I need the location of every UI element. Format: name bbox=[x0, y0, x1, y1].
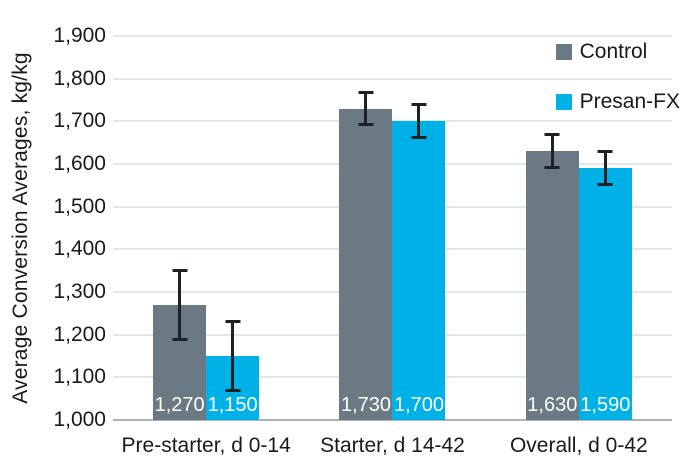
y-tick-label: 1,200 bbox=[53, 322, 106, 346]
bar-presan-fx-starter-d-14-42 bbox=[392, 121, 446, 420]
y-tick-label: 1,000 bbox=[53, 408, 106, 431]
error-bar-line bbox=[231, 319, 235, 393]
bar-group-pre-starter-d-0-14: 1,270 1,150 bbox=[113, 36, 299, 420]
gridline bbox=[113, 35, 672, 37]
y-tick-label: 1,500 bbox=[53, 194, 106, 218]
bar-value-label: 1,590 bbox=[580, 394, 631, 416]
legend-label: Presan-FX bbox=[579, 90, 680, 113]
bar-slot-presan-fx: 1,700 bbox=[392, 36, 446, 420]
bar-value-label: 1,270 bbox=[154, 394, 205, 416]
error-bar bbox=[411, 103, 427, 140]
y-tick-label: 1,100 bbox=[53, 365, 106, 389]
bar-slot-control: 1,630 bbox=[525, 36, 579, 420]
error-bar bbox=[172, 268, 188, 342]
y-axis-tick-labels: 1,000 1,100 1,200 1,300 1,400 1,500 1,600 1,700… bbox=[0, 24, 106, 431]
bar-slot-control: 1,730 bbox=[339, 36, 393, 420]
bar-presan-fx-overall-d-0-42 bbox=[578, 168, 632, 420]
plot-area: 1,270 1,150 1,730 1,700 1,630 1,590 bbox=[113, 35, 672, 421]
x-axis-category-label: Pre-starter, d 0-14 bbox=[121, 434, 291, 457]
bar-group-overall-d-0-42: 1,630 1,590 bbox=[486, 36, 672, 420]
bar-slot-presan-fx: 1,150 bbox=[206, 36, 260, 420]
x-axis-line bbox=[113, 419, 672, 421]
error-bar bbox=[358, 90, 374, 127]
y-tick-label: 1,300 bbox=[53, 280, 106, 303]
bar-value-label: 1,700 bbox=[393, 394, 445, 416]
y-tick-label: 1,400 bbox=[53, 237, 106, 261]
x-axis-category-label: Overall, d 0-42 bbox=[509, 434, 648, 457]
gridline bbox=[113, 120, 672, 123]
error-bar-line bbox=[178, 268, 182, 342]
error-bar bbox=[225, 319, 241, 393]
gridline bbox=[113, 77, 672, 80]
x-axis-labels: Pre-starter, d 0-14 Starter, d 14-42 Overa… bbox=[113, 434, 672, 458]
error-bar-line bbox=[603, 150, 607, 187]
bar-slot-control: 1,270 bbox=[153, 36, 207, 420]
y-tick-label: 1,700 bbox=[53, 109, 106, 133]
legend-swatch-control bbox=[555, 44, 572, 60]
error-bar bbox=[544, 133, 560, 170]
bar-value-label: 1,630 bbox=[527, 394, 578, 416]
bar-slot-presan-fx: 1,590 bbox=[578, 36, 632, 420]
error-bar bbox=[597, 150, 613, 187]
legend-item-control: Control bbox=[555, 40, 680, 64]
bar-group-starter-d-14-42: 1,730 1,700 bbox=[299, 36, 485, 420]
x-axis-category-label: Starter, d 14-42 bbox=[320, 434, 465, 457]
y-tick-label: 1,600 bbox=[53, 152, 106, 175]
bar-control-starter-d-14-42 bbox=[339, 108, 393, 420]
bar-control-overall-d-0-42 bbox=[525, 151, 579, 420]
bar-value-label: 1,150 bbox=[207, 394, 258, 416]
error-bar-line bbox=[550, 133, 554, 170]
y-tick-label: 1,900 bbox=[53, 24, 106, 47]
legend-swatch-presan-fx bbox=[555, 94, 572, 110]
legend-label: Control bbox=[579, 40, 648, 63]
y-tick-label: 1,800 bbox=[53, 66, 106, 90]
error-bar-line bbox=[417, 103, 421, 140]
legend: Control Presan-FX bbox=[555, 40, 680, 114]
error-bar-line bbox=[364, 90, 368, 127]
bar-value-label: 1,730 bbox=[340, 394, 392, 416]
legend-item-presan-fx: Presan-FX bbox=[555, 90, 680, 114]
